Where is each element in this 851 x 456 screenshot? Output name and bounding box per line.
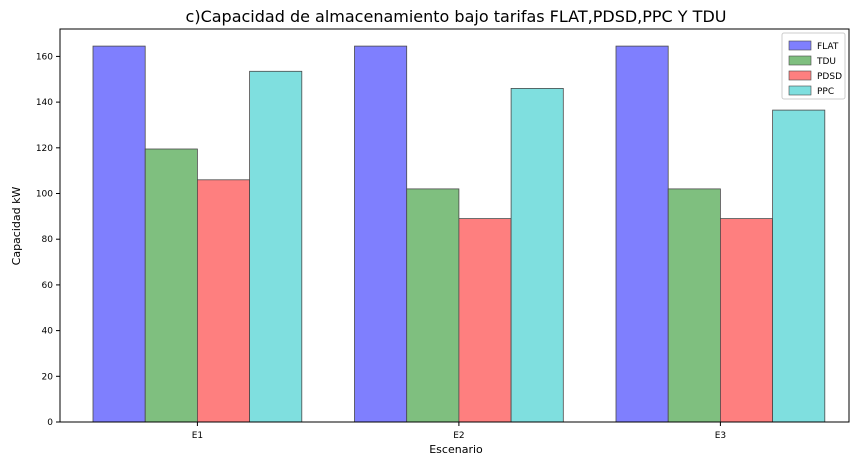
axes-layer: 0 20 40 60 80 100 120 140 160 E1 E2 E3 <box>36 28 850 441</box>
bar-flat-e1 <box>92 45 146 423</box>
legend-swatch-ppc <box>788 85 812 96</box>
bars-layer <box>92 45 826 423</box>
y-tick-label: 80 <box>42 235 54 245</box>
y-tick-label: 100 <box>36 190 53 200</box>
legend-swatch-flat <box>788 40 812 51</box>
y-axis-label: Capacidad kW <box>10 187 23 266</box>
bar-ppc-e1 <box>249 70 303 423</box>
y-tick-label: 140 <box>36 98 53 108</box>
legend-label-tdu: TDU <box>816 57 836 67</box>
x-tick-label-e3: E3 <box>715 431 726 441</box>
bar-tdu-e1 <box>144 148 198 423</box>
bar-ppc-e2 <box>510 88 564 423</box>
x-tick-label-e1: E1 <box>192 431 203 441</box>
y-tick-label: 40 <box>42 327 54 337</box>
bar-flat-e2 <box>354 45 408 423</box>
y-tick-label: 0 <box>47 418 53 428</box>
y-tick-label: 160 <box>36 52 53 62</box>
x-tick-label-e2: E2 <box>453 431 464 441</box>
legend-label-flat: FLAT <box>817 42 839 52</box>
y-tick-label: 60 <box>42 281 54 291</box>
bar-tdu-e3 <box>667 188 721 423</box>
bar-ppc-e3 <box>772 109 826 423</box>
legend: FLAT TDU PDSD PPC <box>781 32 846 100</box>
legend-swatch-tdu <box>788 55 812 66</box>
bar-tdu-e2 <box>406 188 460 423</box>
bar-pdsd-e1 <box>196 179 250 423</box>
y-tick-label: 120 <box>36 144 53 154</box>
bar-pdsd-e2 <box>458 218 512 423</box>
x-axis-label: Escenario <box>429 443 483 456</box>
y-tick-label: 20 <box>42 372 54 382</box>
bar-pdsd-e3 <box>720 218 774 423</box>
chart-title: c)Capacidad de almacenamiento bajo tarif… <box>186 7 727 26</box>
bar-flat-e3 <box>615 45 669 423</box>
plot-frame <box>59 28 850 423</box>
legend-label-pdsd: PDSD <box>817 72 842 82</box>
legend-swatch-pdsd <box>788 70 812 81</box>
legend-label-ppc: PPC <box>817 87 834 97</box>
